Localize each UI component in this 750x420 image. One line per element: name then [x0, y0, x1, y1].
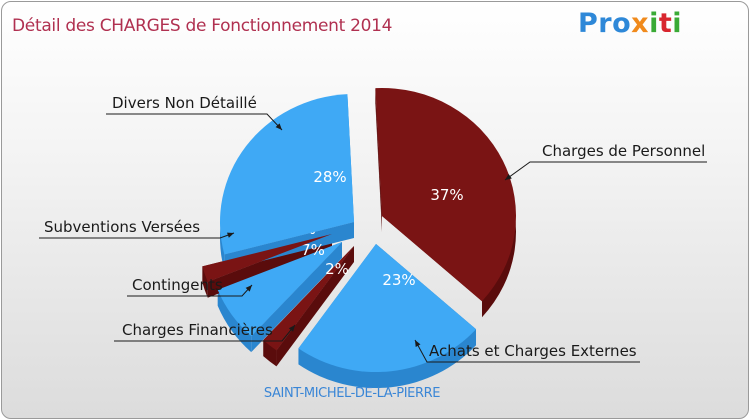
- slice-percent-label: 7%: [301, 241, 325, 259]
- slice-edge-0: [375, 88, 382, 233]
- pie-slice-0: [375, 88, 516, 302]
- leader-arrow: [288, 325, 295, 332]
- leader-arrow: [227, 232, 234, 238]
- slice-percent-label: 23%: [382, 271, 415, 289]
- slice-percent-label: 2%: [325, 260, 349, 278]
- pie-slice-3: [217, 242, 342, 337]
- slice-category-label: Charges de Personnel: [542, 142, 705, 160]
- chart-title: Détail des CHARGES de Fonctionnement 201…: [12, 16, 393, 36]
- pie-slice-1: [298, 244, 477, 372]
- pie-slice-5: [219, 94, 354, 255]
- leader-arrow: [415, 340, 421, 347]
- leader-arrow: [505, 174, 512, 180]
- slice-category-label: Achats et Charges Externes: [429, 342, 637, 360]
- pie-slice-4: [202, 234, 332, 282]
- leader-arrow: [245, 285, 252, 292]
- slice-category-label: Divers Non Détaillé: [112, 94, 257, 112]
- pie-slice-2: [263, 246, 354, 351]
- leader-line: [414, 339, 640, 363]
- commune-name: SAINT-MICHEL-DE-LA-PIERRE: [263, 386, 441, 401]
- slice-percent-label: 28%: [313, 168, 346, 186]
- slice-category-label: Contingents: [132, 276, 223, 294]
- slice-category-label: Subventions Versées: [44, 218, 200, 236]
- leader-line: [114, 324, 296, 342]
- leader-arrow: [275, 123, 282, 130]
- slice-edge-2: [276, 246, 354, 367]
- brand-logo: Proxiti: [578, 8, 683, 39]
- leader-line: [106, 113, 283, 131]
- leader-line: [504, 161, 707, 181]
- slice-percent-label: 37%: [430, 186, 463, 204]
- slice-category-label: Charges Financières: [122, 321, 273, 339]
- slice-edge-3: [251, 242, 342, 353]
- pie-tops: 37%23%2%7%2%28%: [202, 88, 516, 372]
